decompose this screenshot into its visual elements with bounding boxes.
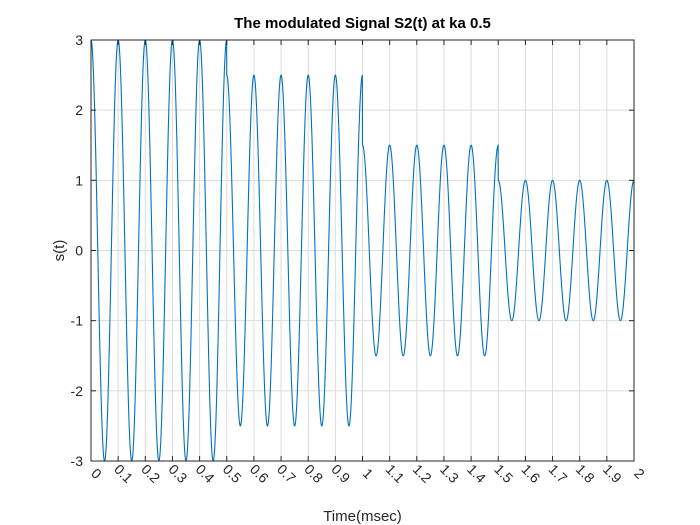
- y-tick-label: 1: [75, 172, 83, 188]
- y-tick-label: -2: [71, 383, 84, 399]
- y-tick-label: -3: [71, 453, 84, 469]
- y-tick-label: -1: [71, 313, 84, 329]
- chart-title: The modulated Signal S2(t) at ka 0.5: [234, 15, 491, 32]
- tick-marks: [90, 39, 635, 462]
- x-axis-label: Time(msec): [323, 508, 402, 525]
- y-tick-labels: -3 -2 -1 0 1 2 3: [71, 32, 84, 469]
- plot-area: [90, 39, 635, 462]
- y-tick-label: 3: [75, 32, 83, 48]
- y-tick-label: 2: [75, 102, 83, 118]
- signal-line: [90, 39, 635, 462]
- y-tick-label: 0: [75, 243, 83, 259]
- y-axis-label: s(t): [51, 240, 68, 262]
